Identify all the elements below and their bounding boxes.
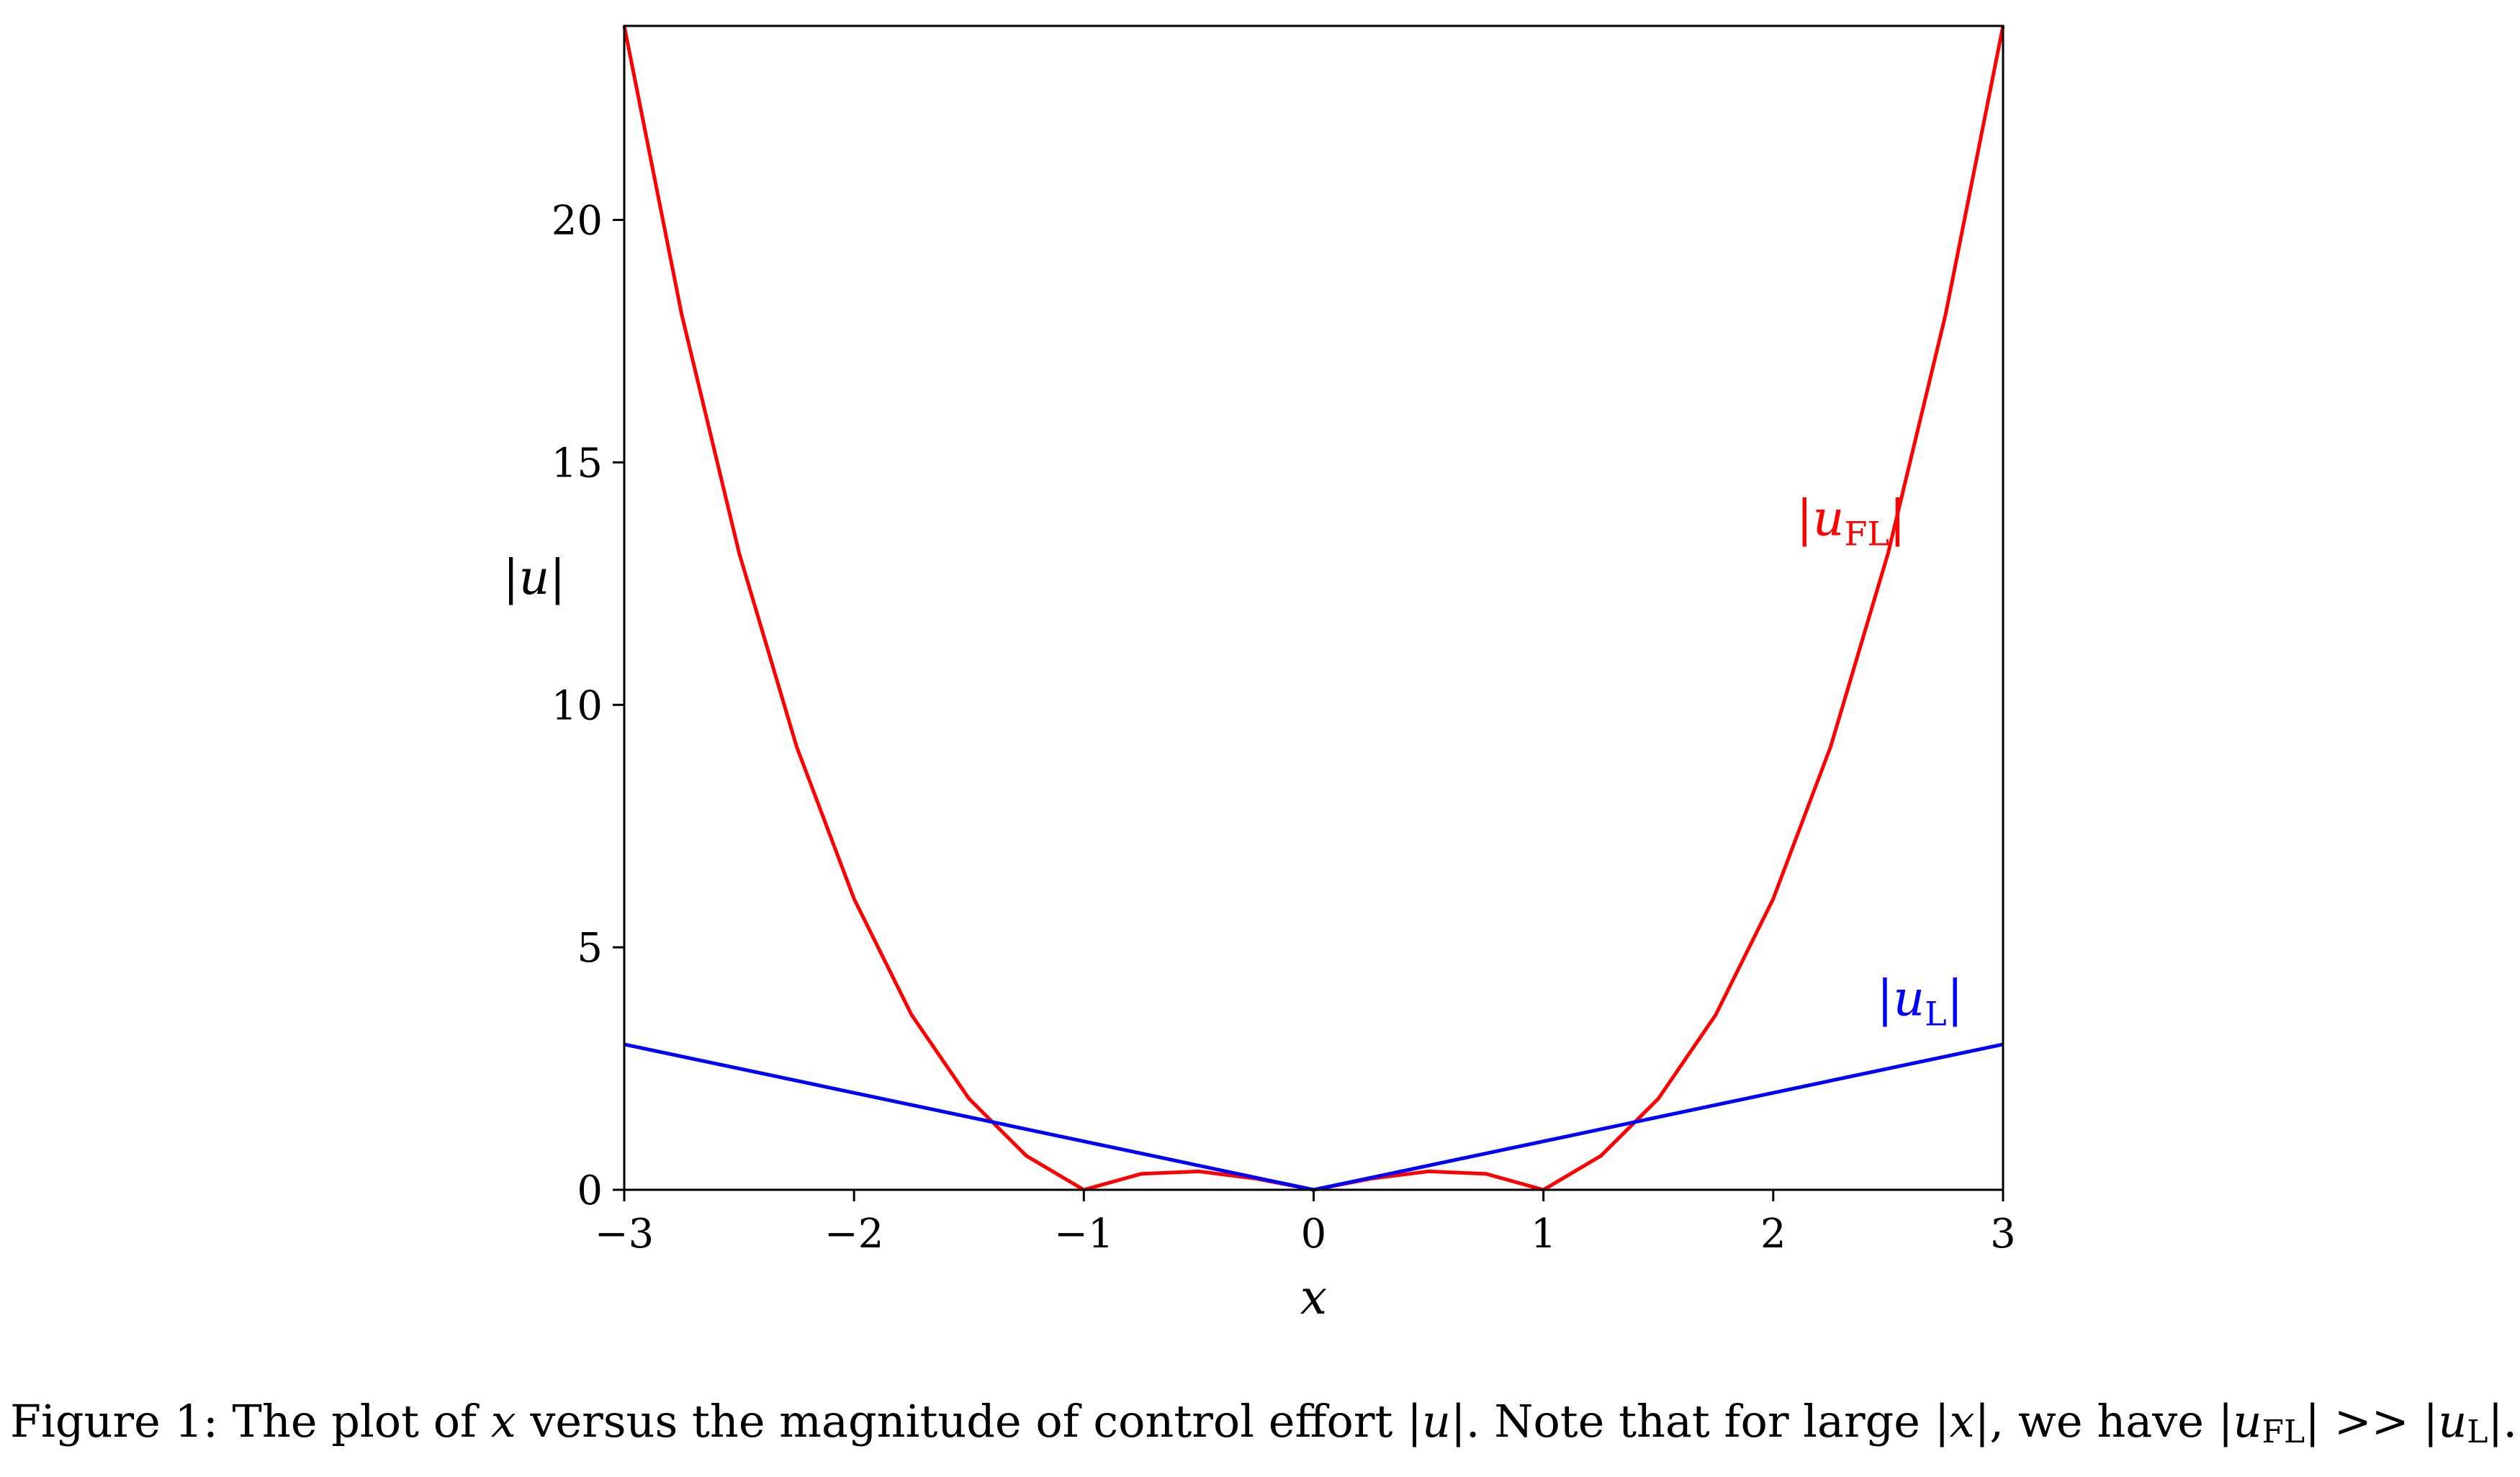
y-tick-label: 10	[552, 682, 603, 729]
y-axis-label: |u|	[503, 550, 566, 605]
figure-caption: Figure 1: The plot of x versus the magni…	[10, 1395, 2518, 1452]
caption-mid2: |. Note that for large |	[1450, 1395, 1950, 1447]
caption-prefix: Figure 1: The plot of	[10, 1395, 491, 1447]
x-tick-label: −3	[595, 1211, 654, 1257]
caption-mid3: |, we have |	[1974, 1395, 2233, 1447]
series-line-ul	[624, 1042, 2004, 1192]
series-line-ufl	[622, 25, 2005, 1192]
y-tick-label: 5	[577, 925, 603, 972]
series-label-ufl: |uFL|	[1796, 490, 1906, 553]
x-tick-label: 1	[1531, 1211, 1557, 1257]
caption-var-u3: u	[2438, 1395, 2467, 1447]
x-tick-label: −2	[824, 1211, 884, 1257]
caption-var-x: x	[490, 1395, 516, 1447]
caption-suffix: |.	[2488, 1395, 2518, 1447]
x-tick-label: −1	[1054, 1211, 1114, 1257]
plot-frame	[623, 24, 2004, 1191]
caption-mid4: | >> |	[2305, 1395, 2439, 1447]
y-tick-label: 0	[577, 1167, 603, 1214]
chart: −3 −2 −1 0 1 2 3 0 5 10 15 20 x |u| |uFL| |uL|	[503, 24, 2016, 1325]
x-tick-label: 2	[1760, 1211, 1786, 1257]
y-tick-label: 15	[552, 440, 603, 487]
y-tick-label: 20	[552, 198, 603, 245]
caption-var-u: u	[1421, 1395, 1451, 1447]
plot-area: −3 −2 −1 0 1 2 3 0 5 10 15 20 x |u| |uFL| |uL|	[503, 24, 2016, 1325]
caption-mid1: versus the magnitude of control effort |	[516, 1395, 1422, 1447]
series-label-ul: |uL|	[1876, 970, 1963, 1033]
x-tick-label: 3	[1990, 1211, 2016, 1257]
caption-sub-fl: FL	[2262, 1414, 2305, 1450]
caption-var-u2: u	[2233, 1395, 2262, 1447]
x-axis-label: x	[1300, 1270, 1327, 1325]
caption-var-x2: x	[1949, 1395, 1975, 1447]
x-tick-label: 0	[1301, 1211, 1327, 1257]
caption-sub-l: L	[2467, 1414, 2488, 1450]
